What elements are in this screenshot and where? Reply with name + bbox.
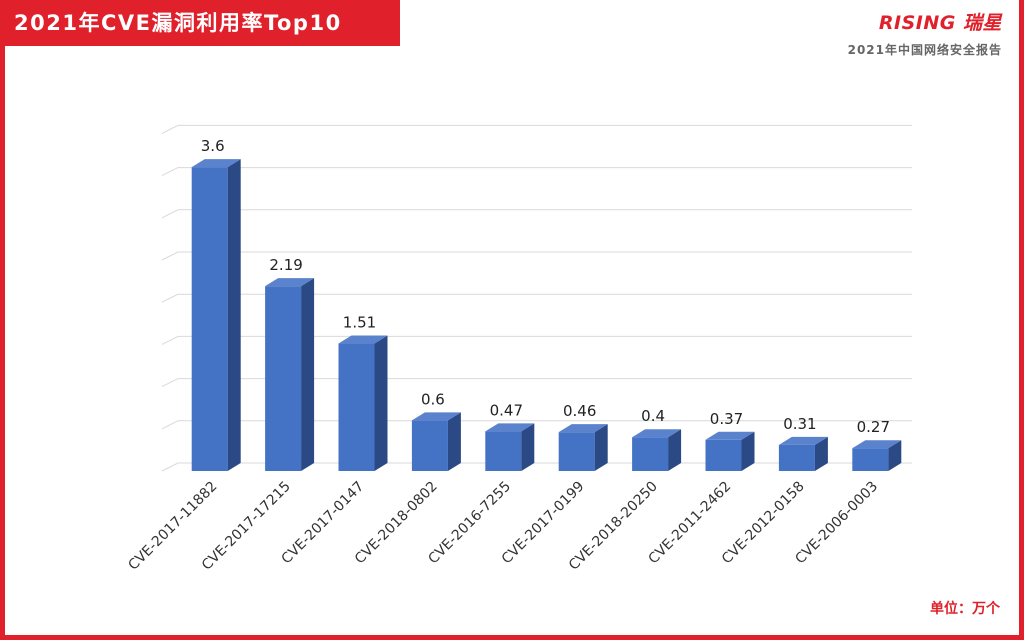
bar <box>778 436 828 471</box>
gridline <box>161 251 912 261</box>
data-label: 3.6 <box>201 137 225 155</box>
bar <box>705 431 755 471</box>
data-labels: 3.6 2.19 1.51 0.6 0.47 0.46 0.4 0.37 0.31 0.27 <box>201 137 890 436</box>
data-label: 0.6 <box>421 390 445 408</box>
x-tick-labels: CVE-2017-11882CVE-2017-17215CVE-2017-014… <box>125 479 881 574</box>
data-label: 0.46 <box>563 402 596 420</box>
bar <box>338 335 388 471</box>
bar <box>852 440 902 471</box>
brand-block: RISING 瑞星 2021年中国网络安全报告 <box>848 8 1002 58</box>
data-label: 0.31 <box>783 415 816 433</box>
rising-logo: RISING 瑞星 <box>878 12 1002 34</box>
bar <box>485 423 535 471</box>
data-label: 1.51 <box>343 314 376 332</box>
bar <box>191 159 241 471</box>
data-label: 0.37 <box>710 410 743 428</box>
report-subtitle: 2021年中国网络安全报告 <box>847 43 1002 57</box>
bar <box>632 429 682 471</box>
bars <box>191 159 902 471</box>
bar <box>411 412 461 471</box>
chart-title: 2021年CVE漏洞利用率Top10 <box>0 0 400 46</box>
data-label: 0.27 <box>857 418 890 436</box>
gridline <box>161 124 912 134</box>
data-label: 2.19 <box>269 256 302 274</box>
bar <box>558 424 608 471</box>
gridline <box>161 209 912 219</box>
unit-note: 单位：万个 <box>930 601 1000 617</box>
data-label: 0.4 <box>641 407 665 425</box>
data-label: 0.47 <box>490 401 523 419</box>
gridline <box>161 167 912 177</box>
bar <box>265 278 315 471</box>
